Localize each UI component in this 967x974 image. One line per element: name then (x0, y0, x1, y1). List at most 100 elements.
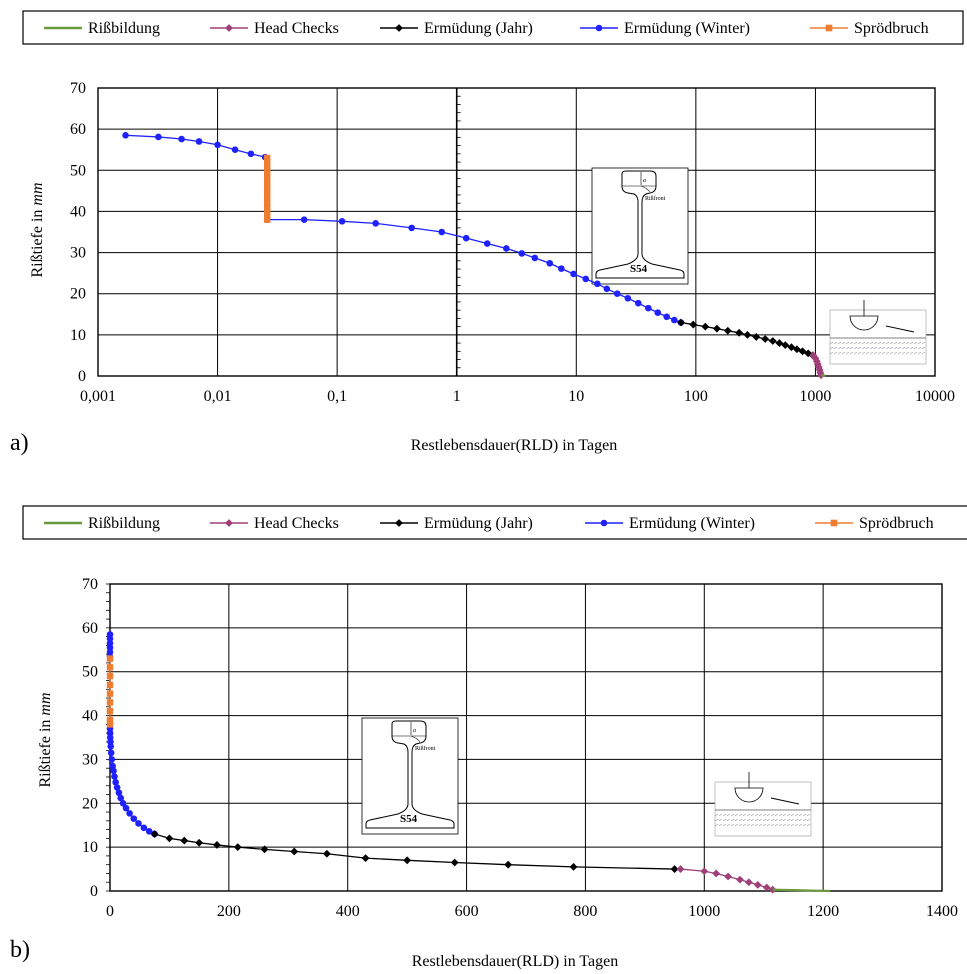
data-point-erm-dung-jahr- (677, 318, 685, 327)
data-point-erm-dung-winter- (214, 141, 221, 149)
y-tick-label: 70 (70, 80, 86, 97)
data-point-spr-dbruch (263, 162, 271, 170)
x-axis-label: Restlebensdauer(RLD) in Tagen (412, 953, 619, 970)
series-line-erm-dung-jahr- (154, 833, 675, 870)
x-tick-label: 0,001 (80, 388, 116, 405)
legend-label: Sprödbruch (859, 515, 934, 532)
chart-panel-a: Rißbildung Head Checks Ermüdung (Jahr) Ermü… (10, 10, 964, 456)
data-point-erm-dung-winter- (518, 250, 526, 257)
legend-marker (830, 519, 838, 527)
data-point-head-checks (736, 875, 744, 884)
data-point-erm-dung-jahr- (361, 854, 370, 863)
data-point-erm-dung-winter- (107, 749, 115, 757)
x-tick-label: 600 (455, 903, 479, 920)
data-point-erm-dung-winter- (110, 767, 117, 775)
data-point-erm-dung-winter- (654, 309, 662, 316)
data-point-erm-dung-jahr- (165, 834, 174, 843)
data-point-erm-dung-jahr- (781, 341, 790, 350)
data-point-spr-dbruch (106, 707, 114, 715)
y-tick-label: 0 (78, 368, 86, 385)
chart-panel-b: Rißbildung Head Checks Ermüdung (Jahr) Ermü… (10, 505, 967, 970)
series-line-erm-dung-winter- (109, 634, 155, 835)
data-point-erm-dung-winter- (111, 773, 118, 780)
plot-border (109, 583, 943, 892)
data-point-spr-dbruch (106, 721, 114, 728)
y-tick-label: 20 (82, 795, 98, 812)
data-point-erm-dung-winter- (247, 150, 255, 158)
x-axis-label: Restlebensdauer(RLD) in Tagen (411, 437, 618, 454)
legend-label: Ermüdung (Jahr) (424, 20, 533, 37)
legend: Rißbildung Head Checks Ermüdung (Jahr) Ermü… (44, 515, 934, 532)
series-line-ri-bildung (772, 888, 831, 893)
data-point-erm-dung-winter- (130, 815, 138, 822)
data-point-spr-dbruch (263, 171, 271, 178)
data-point-erm-dung-winter- (644, 304, 652, 312)
data-point-erm-dung-winter- (546, 259, 554, 267)
panel-label: a) (10, 430, 29, 456)
data-point-spr-dbruch (106, 690, 114, 697)
crack-depth-label: a (643, 178, 646, 184)
data-point-head-checks (753, 880, 762, 889)
data-point-erm-dung-jahr- (735, 328, 744, 337)
data-point-spr-dbruch (106, 716, 114, 724)
data-point-erm-dung-jahr- (670, 865, 679, 873)
data-point-erm-dung-jahr- (752, 333, 761, 341)
data-point-spr-dbruch (263, 208, 271, 215)
data-point-erm-dung-winter- (300, 216, 308, 223)
legend-marker (395, 24, 403, 32)
y-tick-label: 30 (82, 751, 98, 768)
data-point-erm-dung-winter- (178, 135, 185, 143)
data-point-erm-dung-winter- (462, 234, 470, 242)
x-tick-label: 10000 (915, 388, 955, 405)
data-point-head-checks (712, 869, 721, 878)
legend-label: Ermüdung (Jahr) (424, 515, 533, 532)
legend-marker (595, 24, 603, 32)
data-point-erm-dung-jahr- (195, 838, 204, 847)
legend-marker (225, 24, 233, 32)
data-point-spr-dbruch (263, 216, 271, 223)
data-point-spr-dbruch (263, 175, 271, 182)
data-point-erm-dung-jahr- (323, 849, 331, 858)
data-point-erm-dung-winter- (338, 218, 346, 225)
data-point-erm-dung-winter- (117, 794, 124, 802)
data-point-erm-dung-winter- (438, 228, 446, 236)
y-tick-label: 50 (82, 664, 98, 681)
plot-area: 0,001 0,01 0,1 1 10 100 1000 10000 0 10 20 30 40 50 60… (70, 80, 955, 405)
data-point-spr-dbruch (106, 681, 114, 689)
y-tick-label: 10 (82, 839, 98, 856)
data-point-spr-dbruch (263, 200, 271, 207)
x-tick-label: 1200 (807, 903, 839, 920)
data-point-erm-dung-jahr- (260, 845, 269, 854)
x-tick-label: 100 (684, 388, 708, 405)
data-point-erm-dung-winter- (634, 299, 642, 307)
data-point-erm-dung-jahr- (713, 324, 721, 333)
data-point-erm-dung-winter- (155, 133, 162, 141)
data-point-erm-dung-winter- (135, 820, 142, 827)
y-tick-label: 20 (70, 286, 86, 303)
data-point-spr-dbruch (263, 212, 271, 219)
data-point-spr-dbruch (263, 154, 271, 162)
data-point-erm-dung-winter- (663, 313, 670, 321)
data-point-erm-dung-winter- (195, 138, 203, 145)
x-tick-label: 1000 (688, 903, 720, 920)
data-point-erm-dung-jahr- (768, 337, 777, 345)
legend-marker (600, 519, 608, 527)
crack-front-label: Rißfront (645, 195, 666, 202)
y-tick-label: 60 (82, 620, 98, 637)
legend-box (22, 10, 964, 45)
data-point-erm-dung-winter- (122, 132, 129, 139)
y-axis-label: Rißtiefe in mm (29, 182, 46, 277)
data-point-spr-dbruch (106, 699, 114, 706)
data-point-spr-dbruch (263, 179, 271, 186)
data-point-spr-dbruch (106, 655, 114, 662)
legend-label: Ermüdung (Winter) (624, 20, 750, 37)
data-point-head-checks (724, 872, 732, 881)
data-point-erm-dung-winter- (603, 285, 611, 293)
legend-label: Sprödbruch (854, 20, 929, 37)
plot-border (97, 87, 936, 377)
data-point-erm-dung-winter- (483, 240, 491, 247)
data-point-erm-dung-winter- (613, 290, 621, 298)
data-point-erm-dung-jahr- (450, 858, 459, 867)
data-point-spr-dbruch (263, 191, 271, 199)
